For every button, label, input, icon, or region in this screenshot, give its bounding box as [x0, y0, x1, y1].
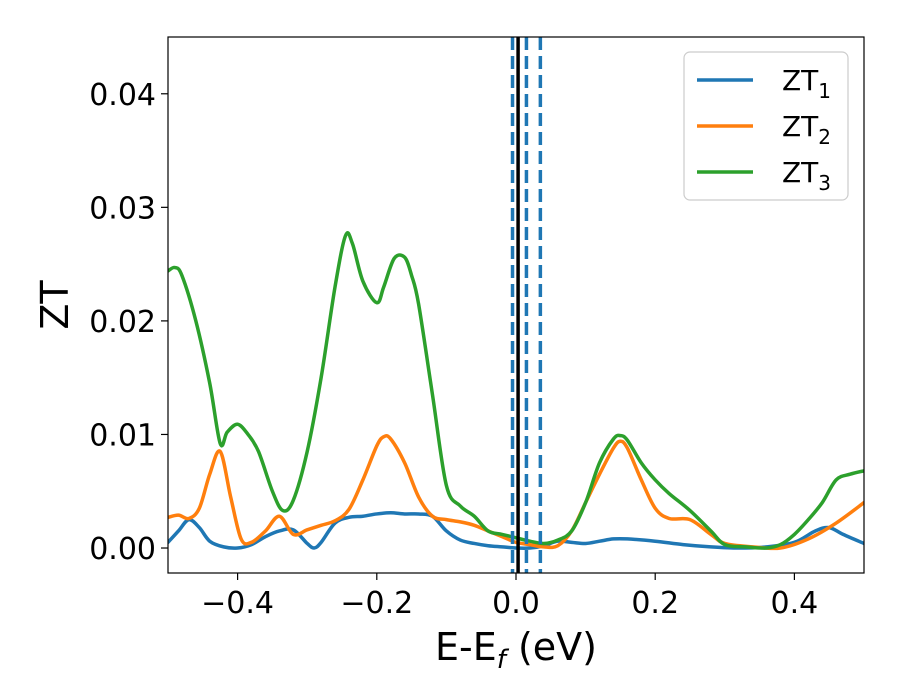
legend-label: ZT2: [782, 110, 831, 149]
y-tick-label: 0.04: [89, 78, 156, 113]
x-tick-label: −0.4: [201, 586, 274, 621]
y-axis-ticks: 0.00 0.01 0.02 0.03 0.04: [89, 78, 168, 567]
legend-entry-zt3: ZT3: [697, 156, 831, 195]
y-axis-label: ZT: [33, 280, 77, 330]
series-line-zt1: [168, 511, 864, 550]
y-tick-label: 0.02: [89, 305, 156, 340]
legend-entries: ZT1 ZT2 ZT3: [697, 64, 831, 195]
x-tick-label: −0.2: [340, 586, 413, 621]
series-layer: [168, 231, 864, 551]
legend-label: ZT1: [782, 64, 831, 103]
x-tick-label: 0.4: [771, 586, 819, 621]
x-tick-label: 0.2: [631, 586, 679, 621]
x-axis-ticks: −0.4 −0.2 0.0 0.2 0.4: [201, 573, 818, 621]
legend-entry-zt1: ZT1: [697, 64, 831, 103]
x-axis-label: E-Ef (eV): [435, 625, 597, 675]
series-line-zt2: [168, 434, 864, 551]
y-tick-label: 0.01: [89, 418, 156, 453]
y-tick-label: 0.03: [89, 191, 156, 226]
legend-label: ZT3: [782, 156, 831, 195]
legend: ZT1 ZT2 ZT3: [683, 51, 849, 201]
legend-box: [683, 51, 849, 201]
legend-entry-zt2: ZT2: [697, 110, 831, 149]
y-tick-label: 0.00: [89, 532, 156, 567]
series-line-zt3: [168, 231, 864, 550]
x-tick-label: 0.0: [492, 586, 540, 621]
vertical-lines-layer: [510, 37, 543, 573]
